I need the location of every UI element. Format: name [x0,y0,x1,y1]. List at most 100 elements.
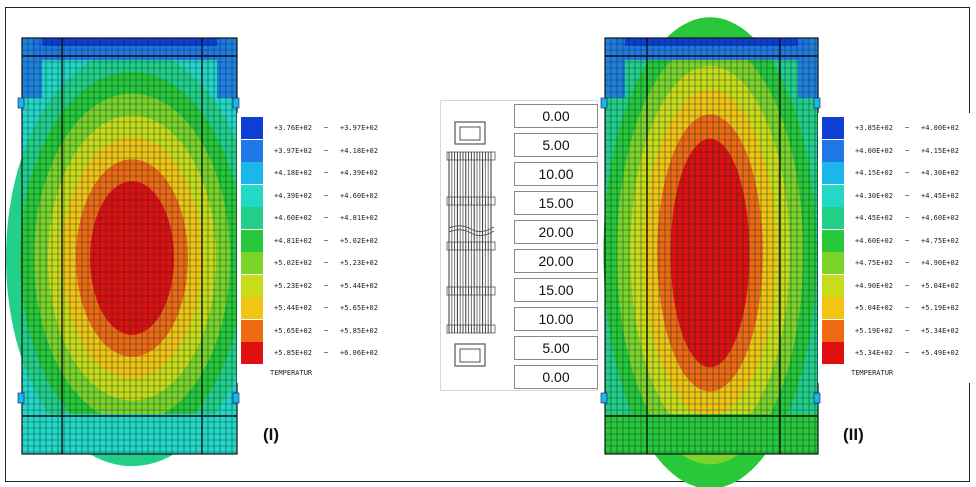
legend-range-low: +5.65E+02 [274,326,312,335]
legend-range-low: +4.39E+02 [274,191,312,200]
legend-swatch [822,297,844,319]
legend-row: +4.18E+02 ~ +4.39E+02 [237,162,387,184]
contour-plot-panel-2 [600,17,821,487]
legend-range-low: +4.00E+02 [855,146,893,155]
legend-swatch [822,117,844,139]
legend-row: +4.90E+02 ~ +5.04E+02 [818,274,968,297]
legend-range-low: +5.19E+02 [855,326,893,335]
top-cold-band [615,38,808,46]
legend-row: +5.44E+02 ~ +5.65E+02 [237,297,387,319]
legend-range-low: +4.81E+02 [274,236,312,245]
legend-row: +4.81E+02 ~ +5.02E+02 [237,229,387,252]
legend-swatch [822,274,844,297]
fuel-rods [446,151,496,334]
legend-range-separator: ~ [324,349,329,357]
legend-range-high: +4.18E+02 [340,146,378,155]
top-nozzle-inner [459,126,481,141]
legend-range-high: +5.19E+02 [921,304,959,312]
legend-swatch [241,229,263,252]
legend-range-low: +5.44E+02 [274,304,312,312]
legend-range-low: +5.34E+02 [855,349,893,357]
legend-swatch [822,162,844,184]
structure-lines [605,38,818,454]
legend-range-separator: ~ [324,281,329,290]
legend-range-high: +5.49E+02 [921,349,959,357]
legend-title: TEMPERATUR [851,368,894,377]
legend-range-high: +4.81E+02 [340,214,378,222]
legend-range-separator: ~ [324,146,329,155]
legend-row: +4.60E+02 ~ +4.75E+02 [818,229,968,252]
legend-range-high: +3.97E+02 [340,124,378,132]
legend-range-low: +4.15E+02 [855,169,893,177]
legend-range-high: +4.75E+02 [921,236,959,245]
legend-swatch [241,184,263,207]
legend-row: +4.15E+02 ~ +4.30E+02 [818,162,968,184]
legend-range-low: +5.23E+02 [274,281,312,290]
top-nozzle [454,121,486,145]
structure-lines [22,38,237,454]
power-value-box: 10.00 [514,162,598,186]
legend-range-separator: ~ [324,259,329,267]
legend-swatch [241,252,263,274]
top-cold-band [32,46,227,60]
legend-title: TEMPERATUR [270,368,313,377]
legend-range-high: +5.44E+02 [340,281,378,290]
legend-swatch [241,162,263,184]
legend-row: +5.23E+02 ~ +5.44E+02 [237,274,387,297]
legend-panel-2: +3.85E+02 ~ +4.00E+02 +4.00E+02 ~ +4.15E+02 +4… [818,113,970,383]
legend-swatch [822,319,844,342]
legend-range-high: +4.15E+02 [921,146,959,155]
legend-row: +5.65E+02 ~ +5.85E+02 [237,319,387,342]
side-tab [232,392,240,404]
legend-row: +5.19E+02 ~ +5.34E+02 [818,319,968,342]
legend-range-separator: ~ [324,304,329,312]
legend-range-separator: ~ [905,146,910,155]
legend-range-high: +4.00E+02 [921,124,959,132]
legend-range-separator: ~ [324,326,329,335]
legend-range-separator: ~ [905,169,910,177]
legend-row: +4.39E+02 ~ +4.60E+02 [237,184,387,207]
legend-row: +4.00E+02 ~ +4.15E+02 [818,139,968,162]
legend-range-separator: ~ [905,191,910,200]
legend-range-low: +4.30E+02 [855,191,893,200]
legend-range-high: +6.06E+02 [340,349,378,357]
panel-label-1: (I) [263,425,280,444]
legend-row: +4.75E+02 ~ +4.90E+02 [818,252,968,274]
legend-swatch [822,184,844,207]
side-tab [600,392,608,404]
legend-row: +5.85E+02 ~ +6.06E+02 [237,342,387,364]
legend-range-separator: ~ [905,259,910,267]
legend-range-low: +4.90E+02 [855,281,893,290]
legend-range-low: +4.45E+02 [855,214,893,222]
legend-swatch [241,319,263,342]
legend-range-high: +4.60E+02 [340,191,378,200]
side-tab [813,97,821,109]
power-value-box: 0.00 [514,104,598,128]
legend-swatch [241,342,263,364]
fuel-assembly-schematic [446,121,496,367]
legend-range-high: +5.04E+02 [921,281,959,290]
power-value-box: 20.00 [514,220,598,244]
top-cold-band [32,38,227,46]
legend-swatch [241,207,263,229]
power-value-box: 5.00 [514,133,598,157]
legend-range-separator: ~ [324,214,329,222]
legend-range-high: +4.30E+02 [921,169,959,177]
side-tab [17,97,25,109]
legend-range-low: +5.04E+02 [855,304,893,312]
legend-range-separator: ~ [905,349,910,357]
legend-range-high: +4.45E+02 [921,191,959,200]
legend-range-high: +5.23E+02 [340,259,378,267]
legend-range-separator: ~ [905,304,910,312]
legend-swatch [822,229,844,252]
legend-swatch [241,117,263,139]
legend-range-separator: ~ [905,281,910,290]
power-value-box: 15.00 [514,191,598,215]
legend-range-high: +5.02E+02 [340,236,378,245]
power-value-box: 10.00 [514,307,598,331]
power-value-box: 20.00 [514,249,598,273]
legend-range-low: +4.60E+02 [274,214,312,222]
side-tab [813,392,821,404]
contour-plot-panel-1 [6,37,258,467]
side-tab [17,392,25,404]
